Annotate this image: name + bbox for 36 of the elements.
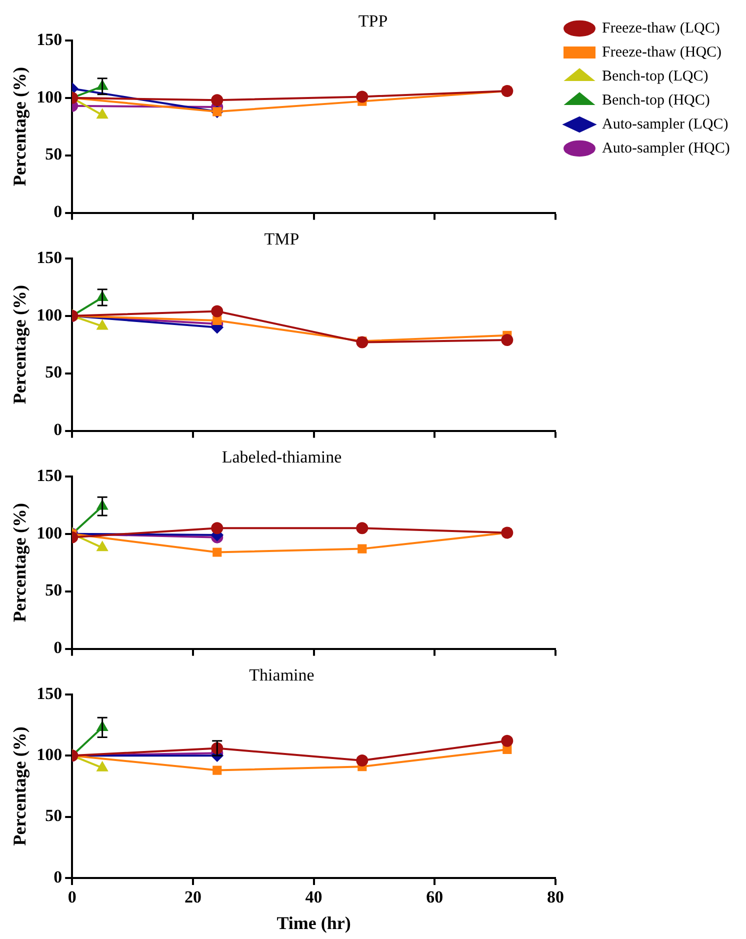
x-tick-label: 20: [184, 888, 202, 907]
legend-label: Bench-top (LQC): [602, 68, 708, 84]
y-tick-label: 50: [45, 362, 62, 382]
y-tick-label: 150: [36, 684, 62, 703]
chart-title: Labeled-thiamine: [222, 448, 342, 467]
y-tick-label: 50: [45, 144, 62, 164]
x-tick-label: 0: [68, 888, 76, 907]
legend-label: Freeze-thaw (HQC): [602, 44, 722, 60]
y-axis-title: Percentage (%): [9, 503, 30, 622]
chart-title: Thiamine: [249, 666, 314, 685]
y-tick-label: 100: [36, 305, 62, 324]
y-tick-label: 0: [54, 638, 62, 658]
y-tick-label: 50: [45, 806, 62, 826]
legend-label: Auto-sampler (HQC): [602, 140, 730, 156]
y-axis-title: Percentage (%): [9, 726, 30, 846]
y-tick-label: 0: [54, 420, 62, 440]
x-axis-title: Time (hr): [276, 912, 351, 933]
x-tick-label: 80: [547, 888, 564, 907]
y-tick-label: 150: [36, 248, 62, 267]
legend-label: Auto-sampler (LQC): [602, 116, 728, 132]
chart-title: TMP: [264, 230, 300, 249]
legend-label: Bench-top (HQC): [602, 92, 710, 108]
y-tick-label: 150: [36, 466, 62, 485]
legend-label: Freeze-thaw (LQC): [602, 20, 720, 36]
y-tick-label: 0: [54, 867, 62, 886]
y-tick-label: 100: [36, 744, 62, 764]
x-tick-label: 40: [305, 888, 322, 907]
y-tick-label: 100: [36, 523, 62, 542]
y-tick-label: 150: [36, 30, 62, 49]
y-tick-label: 100: [36, 87, 62, 106]
chart-title: TPP: [358, 12, 388, 31]
y-axis-title: Percentage (%): [9, 285, 30, 404]
x-tick-label: 60: [426, 888, 444, 907]
y-tick-label: 0: [54, 202, 62, 222]
y-tick-label: 50: [45, 580, 62, 600]
y-axis-title: Percentage (%): [9, 67, 30, 186]
